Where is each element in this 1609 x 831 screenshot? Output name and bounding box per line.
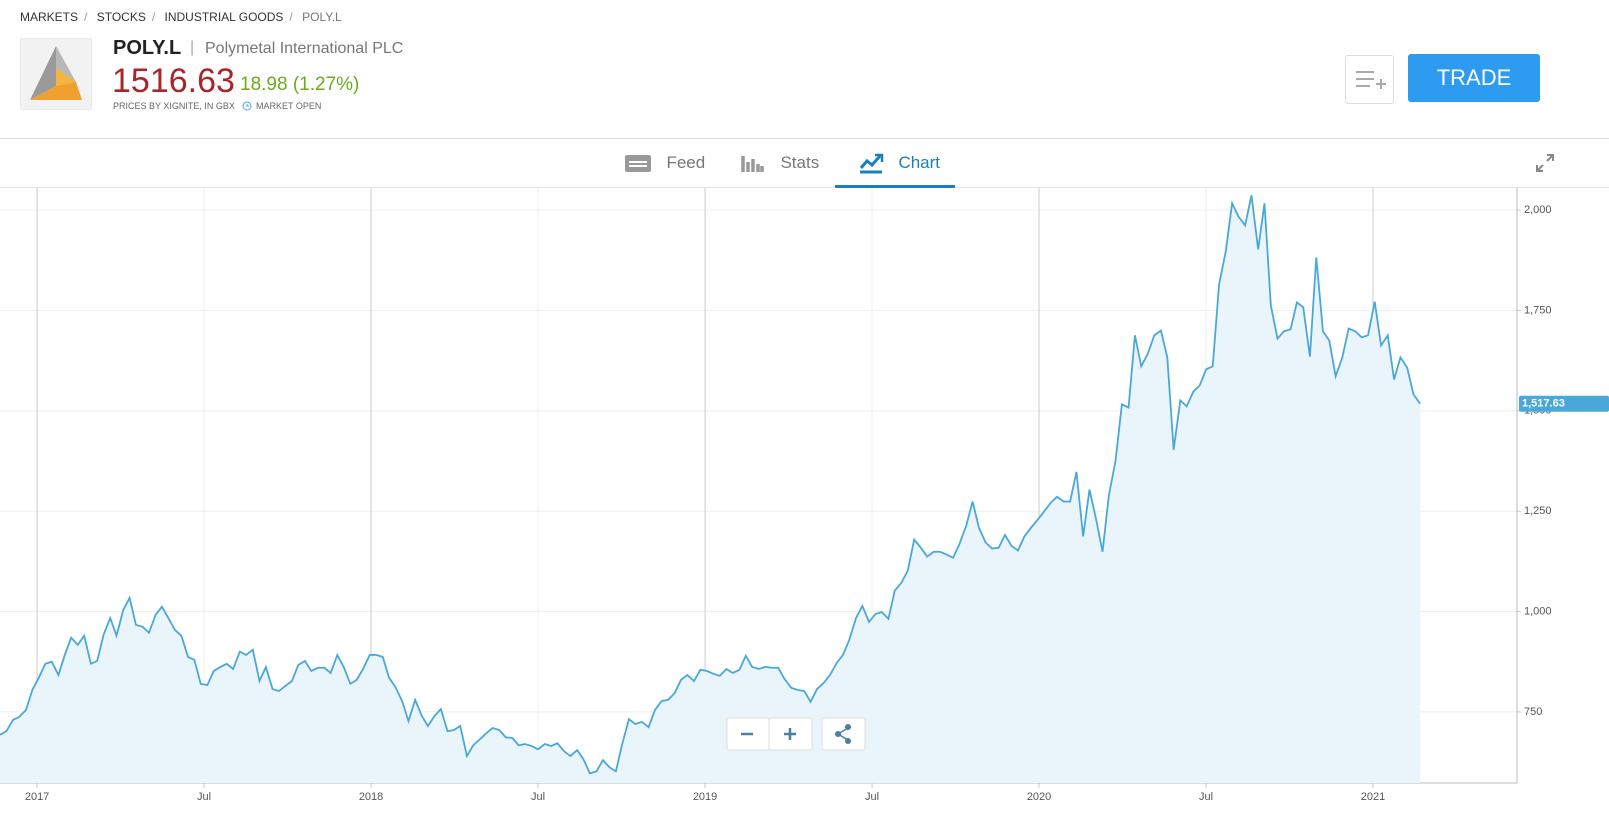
tab-label[interactable]: Feed — [666, 153, 706, 172]
crumb[interactable]: STOCKS — [96, 10, 146, 24]
x-tick-label: 2018 — [359, 791, 383, 803]
fullscreen-button[interactable] — [1535, 153, 1555, 173]
share-dot — [845, 724, 851, 730]
chart: 7501,0001,2501,5001,7502,0002017Jul2018J… — [0, 188, 1609, 803]
price: 1516.63 — [112, 62, 235, 100]
zoom-in[interactable] — [768, 717, 813, 751]
area — [0, 195, 1421, 784]
x-tick-label: 2021 — [1361, 791, 1385, 803]
tab-label[interactable]: Chart — [898, 153, 941, 172]
breadcrumb: MARKETS / STOCKS / INDUSTRIAL GOODS / POLY.… — [20, 10, 342, 24]
watchlist-button[interactable] — [1345, 55, 1394, 104]
y-tick-label: 1,250 — [1524, 505, 1552, 517]
crumb[interactable]: MARKETS — [20, 10, 79, 24]
x-tick-label: Jul — [865, 791, 879, 803]
active-tab-indicator — [835, 185, 955, 188]
tab-label[interactable]: Stats — [780, 153, 820, 172]
tab-stats[interactable]: Stats — [740, 150, 819, 176]
zoom-out[interactable] — [726, 717, 770, 751]
x-tick-label: 2020 — [1027, 791, 1051, 803]
x-tick-label: Jul — [1199, 791, 1213, 803]
y-tick-label: 750 — [1524, 706, 1542, 718]
share-dot — [835, 731, 841, 737]
tabs-divider — [0, 187, 1609, 188]
crumb[interactable]: INDUSTRIAL GOODS — [164, 10, 284, 24]
logo — [20, 38, 92, 110]
last-price-tag — [1519, 395, 1609, 412]
trade-button[interactable]: TRADE — [1408, 54, 1540, 102]
x-tick-label: Jul — [197, 791, 211, 803]
x-tick-label: 2017 — [25, 791, 49, 803]
button-bg — [821, 717, 866, 751]
x-tick-label: 2019 — [693, 791, 717, 803]
price-source: PRICES BY XIGNITE, IN GBX — [113, 101, 235, 111]
chart-controls — [726, 717, 866, 751]
crumb: POLY.L — [302, 10, 342, 24]
y-tick-label: 2,000 — [1524, 204, 1552, 216]
share[interactable] — [821, 717, 866, 751]
price-change: 18.98 (1.27%) — [240, 74, 360, 95]
plus-icon — [784, 728, 796, 740]
header-divider — [0, 138, 1609, 139]
price-line — [0, 195, 1421, 775]
tab-feed[interactable]: Feed — [622, 150, 705, 176]
y-tick-label: 1,750 — [1524, 304, 1552, 316]
tab-chart[interactable]: Chart — [858, 150, 940, 176]
market-status: MARKET OPEN — [256, 101, 322, 111]
x-tick-label: Jul — [531, 791, 545, 803]
company-name: Polymetal International PLC — [205, 40, 404, 57]
clock-icon — [242, 101, 252, 111]
symbol: POLY.L — [113, 37, 182, 59]
divider: | — [190, 39, 195, 56]
y-tick-label: 1,000 — [1524, 605, 1552, 617]
last-price-label: 1,517.63 — [1522, 398, 1565, 410]
share-dot — [845, 738, 851, 744]
